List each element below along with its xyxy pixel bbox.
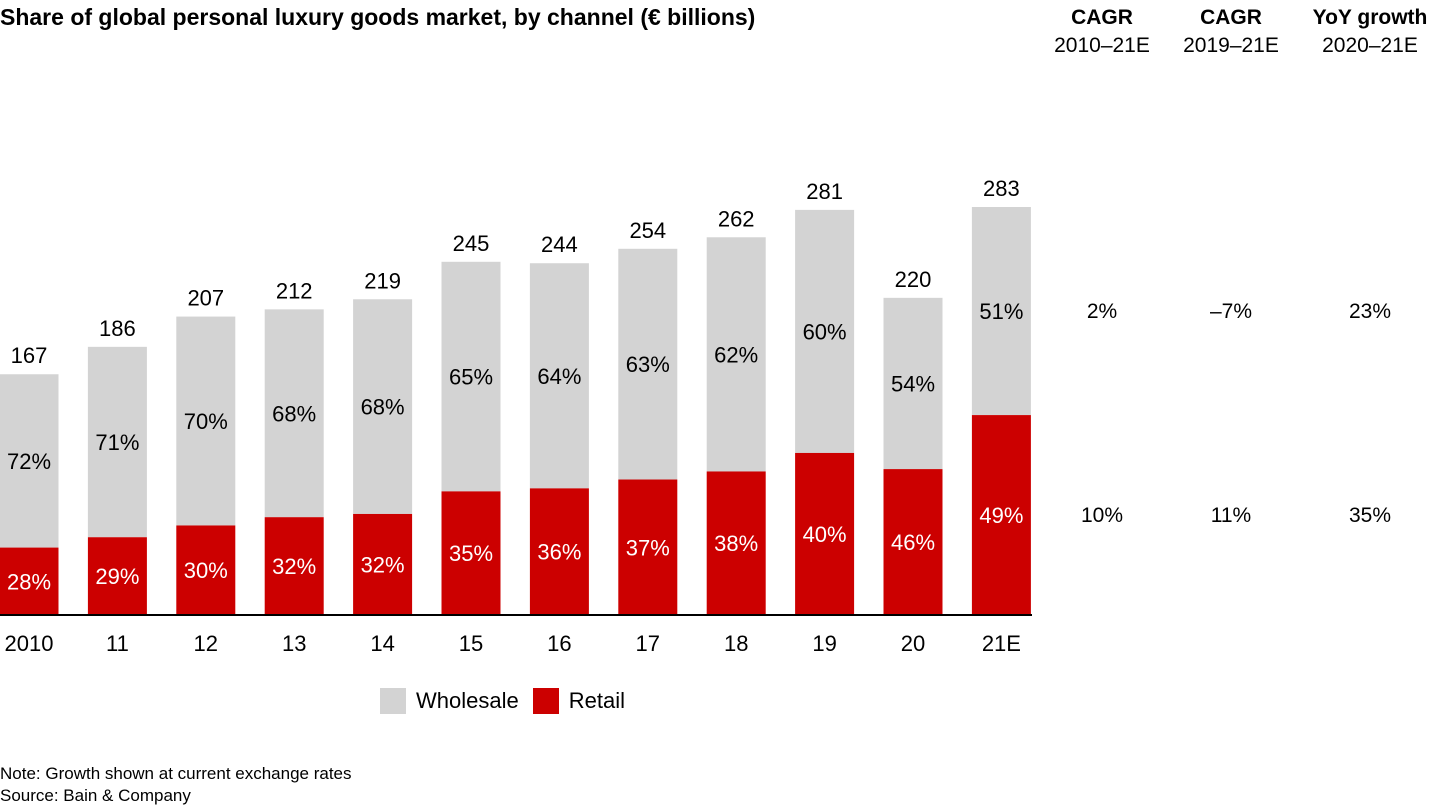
- bar-retail: [441, 491, 501, 615]
- growth-value-retail: 11%: [1211, 504, 1251, 527]
- data-label-wholesale: 72%: [7, 449, 51, 474]
- legend-swatch-retail: [532, 688, 559, 714]
- data-label-total: 207: [187, 286, 224, 311]
- data-label-wholesale: 51%: [979, 299, 1023, 324]
- bar-retail: [176, 525, 236, 615]
- bar-wholesale: [618, 248, 678, 480]
- data-label-total: 220: [895, 267, 932, 292]
- bar-wholesale: [0, 374, 59, 548]
- data-label-retail: 37%: [626, 535, 670, 560]
- chart-legend: Wholesale Retail: [380, 688, 639, 714]
- bar-wholesale: [353, 299, 413, 514]
- data-label-retail: 35%: [449, 541, 493, 566]
- growth-header-line1: CAGR: [1200, 6, 1262, 29]
- x-tick-label: 14: [370, 631, 394, 656]
- x-tick-label: 2010: [5, 631, 54, 656]
- data-label-total: 245: [453, 231, 490, 256]
- growth-value-retail: 10%: [1081, 504, 1123, 527]
- data-label-wholesale: 70%: [184, 409, 228, 434]
- data-label-total: 254: [629, 218, 666, 243]
- data-label-total: 186: [99, 316, 136, 341]
- bar-retail: [87, 537, 147, 615]
- x-tick-label: 16: [547, 631, 571, 656]
- data-label-wholesale: 64%: [537, 364, 581, 389]
- x-tick-label: 20: [901, 631, 925, 656]
- data-label-wholesale: 68%: [272, 401, 316, 426]
- data-label-wholesale: 71%: [95, 430, 139, 455]
- data-label-wholesale: 65%: [449, 365, 493, 390]
- legend-label-wholesale: Wholesale: [416, 688, 519, 713]
- bar-wholesale: [264, 309, 324, 518]
- data-label-retail: 32%: [272, 554, 316, 579]
- bar-retail: [618, 479, 678, 615]
- x-tick-label: 18: [724, 631, 748, 656]
- bar-wholesale: [441, 261, 501, 492]
- bar-retail: [0, 547, 59, 615]
- data-label-total: 212: [276, 278, 313, 303]
- data-label-wholesale: 68%: [361, 395, 405, 420]
- bar-retail: [795, 452, 855, 615]
- chart-title: Share of global personal luxury goods ma…: [0, 4, 756, 30]
- growth-value-wholesale: 2%: [1087, 300, 1117, 323]
- x-tick-label: 11: [106, 631, 129, 656]
- bar-wholesale: [176, 316, 236, 526]
- bar-retail: [353, 513, 413, 615]
- bar-retail: [971, 415, 1031, 615]
- data-label-retail: 49%: [979, 503, 1023, 528]
- growth-header-line2: 2020–21E: [1322, 34, 1418, 57]
- legend-label-retail: Retail: [568, 688, 625, 713]
- data-label-total: 281: [806, 179, 843, 204]
- legend-item-wholesale: Wholesale: [380, 688, 519, 714]
- growth-header-cagr-2010-21: CAGR 2010–21E: [1032, 4, 1172, 60]
- data-label-retail: 38%: [714, 531, 758, 556]
- bar-retail: [264, 517, 324, 615]
- growth-header-line2: 2019–21E: [1183, 34, 1279, 57]
- data-label-retail: 46%: [891, 530, 935, 555]
- data-label-total: 219: [364, 268, 401, 293]
- bar-wholesale: [883, 297, 943, 470]
- data-label-retail: 32%: [361, 552, 405, 577]
- bar-wholesale: [971, 207, 1031, 416]
- bar-wholesale: [795, 209, 855, 453]
- data-label-total: 283: [983, 176, 1020, 201]
- data-label-retail: 40%: [803, 522, 847, 547]
- data-label-wholesale: 62%: [714, 342, 758, 367]
- footer-note: Note: Growth shown at current exchange r…: [0, 764, 352, 783]
- x-tick-label: 19: [812, 631, 836, 656]
- chart-footer: Note: Growth shown at current exchange r…: [0, 763, 352, 807]
- data-label-total: 262: [718, 206, 755, 231]
- bar-wholesale: [706, 237, 766, 472]
- growth-header-yoy-2020-21: YoY growth 2020–21E: [1300, 4, 1440, 60]
- growth-header-line1: CAGR: [1071, 6, 1133, 29]
- footer-source: Source: Bain & Company: [0, 786, 191, 805]
- x-tick-label: 17: [636, 631, 660, 656]
- x-tick-label: 12: [194, 631, 218, 656]
- growth-value-wholesale: –7%: [1210, 300, 1252, 323]
- growth-value-wholesale: 23%: [1349, 300, 1391, 323]
- data-label-retail: 30%: [184, 558, 228, 583]
- bar-retail: [529, 488, 589, 615]
- growth-value-retail: 35%: [1349, 504, 1391, 527]
- bar-retail: [706, 471, 766, 615]
- data-label-retail: 29%: [95, 564, 139, 589]
- bar-retail: [883, 469, 943, 615]
- data-label-wholesale: 60%: [803, 319, 847, 344]
- growth-header-cagr-2019-21: CAGR 2019–21E: [1161, 4, 1301, 60]
- bar-wholesale: [529, 263, 589, 489]
- x-tick-label: 21E: [982, 631, 1021, 656]
- growth-header-line1: YoY growth: [1312, 6, 1428, 29]
- x-tick-label: 13: [282, 631, 306, 656]
- data-label-total: 167: [11, 343, 48, 368]
- data-label-retail: 36%: [537, 540, 581, 565]
- data-label-total: 244: [541, 232, 578, 257]
- growth-header-line2: 2010–21E: [1054, 34, 1150, 57]
- data-label-wholesale: 63%: [626, 352, 670, 377]
- data-label-wholesale: 54%: [891, 371, 935, 396]
- x-tick-label: 15: [459, 631, 483, 656]
- data-label-retail: 28%: [7, 569, 51, 594]
- legend-swatch-wholesale: [380, 688, 406, 714]
- bar-wholesale: [87, 346, 147, 538]
- legend-item-retail: Retail: [532, 688, 625, 714]
